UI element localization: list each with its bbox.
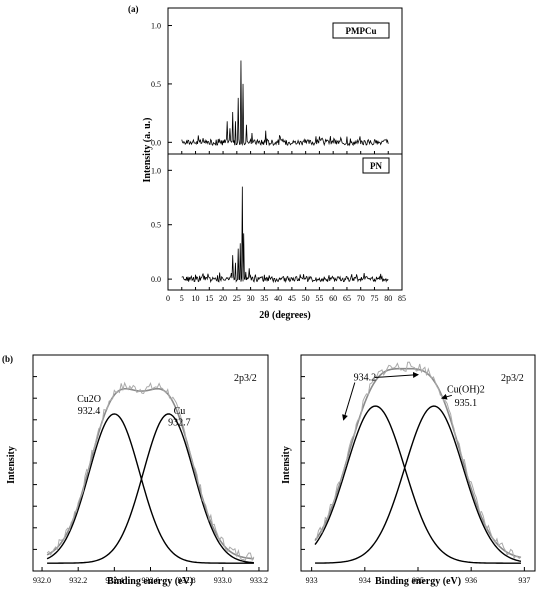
xps-right-annotation-0: 934.2 <box>354 373 377 384</box>
legend-pmpcu-label: PMPCu <box>346 26 377 36</box>
xps-left-xtick-label-0: 932.0 <box>33 576 51 585</box>
xrd-bottom-xtick-label-9: 45 <box>288 294 296 303</box>
xrd-bottom-series-line <box>181 186 389 284</box>
xrd-bottom-xtick-label-17: 85 <box>398 294 406 303</box>
xrd-bottom-xtick-label-10: 50 <box>302 294 310 303</box>
xps-left-component-1 <box>47 413 254 564</box>
xps-left-annotation-1: 932.4 <box>78 406 101 417</box>
panel-label-a: (a) <box>128 4 139 14</box>
xps-left-xtick-label-2: 932.4 <box>105 576 123 585</box>
legend-pn-box <box>362 157 390 174</box>
xps-left-annotation-3: 932.7 <box>168 418 191 429</box>
xps-right-frame <box>300 354 536 572</box>
xps-right-arrow-1 <box>374 371 419 379</box>
xrd-top-ytick-label-1: 0.5 <box>151 80 161 89</box>
xps-left-y-axis-label: Intensity <box>6 446 17 484</box>
xrd-bottom-xtick-label-6: 30 <box>247 294 255 303</box>
xrd-top-ytick-label-2: 1.0 <box>151 22 161 31</box>
xps-right-component-0 <box>314 405 521 564</box>
xps-left-raw-line <box>46 381 255 562</box>
xrd-x-axis-label: 2θ (degrees) <box>259 310 310 321</box>
xps-right-xtick-label-0: 933 <box>306 576 318 585</box>
xrd-bottom-xtick-label-1: 5 <box>180 294 184 303</box>
xps-right-xtick-label-2: 935 <box>412 576 424 585</box>
xps-right-xtick-label-3: 936 <box>465 576 477 585</box>
xrd-bottom-xtick-label-5: 25 <box>233 294 241 303</box>
xps-right-component-1 <box>315 405 522 564</box>
xrd-bottom-xtick-label-16: 80 <box>384 294 392 303</box>
xrd-bottom-xtick-label-8: 40 <box>274 294 282 303</box>
panel-label-b: (b) <box>2 354 13 364</box>
xps-right-xtick-label-4: 937 <box>518 576 530 585</box>
xrd-bottom-xtick-label-7: 35 <box>260 294 268 303</box>
xrd-bottom-xtick-label-3: 15 <box>205 294 213 303</box>
xps-right-title: 2p3/2 <box>501 373 524 384</box>
xps-right-raw-line <box>315 361 522 560</box>
xrd-bottom-xtick-label-15: 75 <box>370 294 378 303</box>
legend-pmpcu: PMPCu <box>332 22 390 39</box>
xps-right-x-axis-label: Binding energy (eV) <box>375 576 461 587</box>
xrd-bottom-xtick-label-11: 55 <box>315 294 323 303</box>
xrd-bottom-xtick-label-2: 10 <box>192 294 200 303</box>
xps-left-chart: 932.0 932.2 932.4 932.6 932.8 933.0 933.2Cu2O9… <box>6 354 269 587</box>
xps-right-annotation-2: 935.1 <box>455 398 478 409</box>
xps-left-xtick-label-1: 932.2 <box>69 576 87 585</box>
xps-left-xtick-label-5: 933.0 <box>214 576 232 585</box>
xrd-bottom-ytick-label-2: 1.0 <box>151 166 161 175</box>
xps-right-xtick-label-1: 934 <box>359 576 371 585</box>
xrd-y-axis-label: Intensity (a. u.) <box>142 117 153 182</box>
xrd-bottom-frame <box>167 153 403 291</box>
xrd-bottom-xtick-label-14: 70 <box>357 294 365 303</box>
xps-left-xtick-label-3: 932.6 <box>142 576 160 585</box>
xrd-bottom-xtick-label-4: 20 <box>219 294 227 303</box>
xrd-chart: 0.0 0.5 1.0 0.0 0.5 1.0 0 5 10 15 20 25 30 35 40 45 50 5… <box>142 7 406 321</box>
xrd-bottom-xtick-label-0: 0 <box>166 294 170 303</box>
xps-left-xtick-label-4: 932.8 <box>178 576 196 585</box>
xrd-bottom-xtick-label-13: 65 <box>343 294 351 303</box>
xps-right-y-axis-label: Intensity <box>281 446 292 484</box>
xps-right-chart: 933 934 935 936 937 934.2 Cu(OH)2 935.1 2p3/2 I… <box>281 354 536 587</box>
xrd-top-ytick-label-0: 0.0 <box>151 138 161 147</box>
xps-left-annotation-0: Cu2O <box>77 394 101 405</box>
xps-left-title: 2p3/2 <box>234 373 257 384</box>
legend-pn-label: PN <box>370 161 382 171</box>
legend-pn: PN <box>362 157 390 174</box>
xps-left-x-axis-label: Binding energy (eV) <box>107 576 193 587</box>
xps-right-annotation-1: Cu(OH)2 <box>447 384 485 395</box>
xrd-bottom-ytick-label-0: 0.0 <box>151 275 161 284</box>
xps-left-xtick-label-6: 933.2 <box>250 576 268 585</box>
xps-left-annotation-2: Cu <box>174 406 186 417</box>
xrd-top-series-line <box>181 60 389 147</box>
xps-left-frame <box>32 354 269 572</box>
xps-right-arrow-0 <box>342 382 356 421</box>
xrd-bottom-xtick-label-12: 60 <box>329 294 337 303</box>
xps-left-component-0 <box>46 413 254 564</box>
xps-right-arrow-2 <box>440 393 453 400</box>
xrd-bottom-ytick-label-1: 0.5 <box>151 221 161 230</box>
legend-pmpcu-box <box>332 22 390 39</box>
